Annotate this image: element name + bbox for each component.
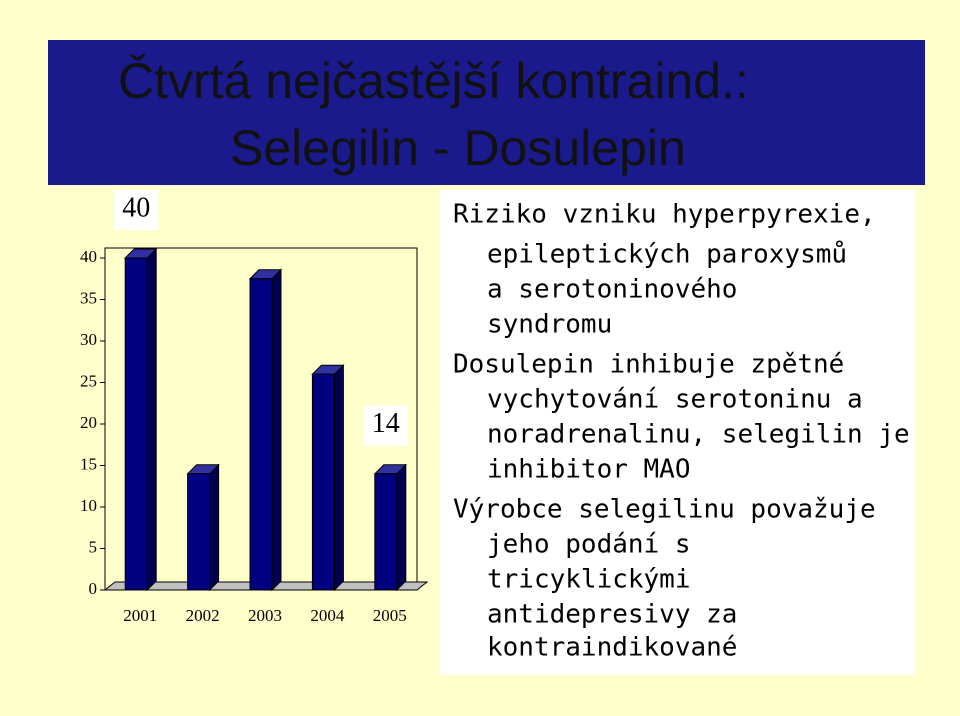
- bar: [311, 363, 345, 592]
- x-tick-label: 2002: [186, 606, 220, 625]
- note-line: tricyklickými: [487, 565, 691, 595]
- x-tick-label: 2005: [373, 606, 407, 625]
- bar-face: [396, 463, 407, 592]
- note-line: a serotoninového: [487, 275, 737, 305]
- x-tick-label: 2003: [248, 606, 282, 625]
- bar: [248, 268, 283, 592]
- note-line: Dosulepin inhibuje zpětné: [453, 350, 844, 380]
- bar-face: [209, 463, 220, 592]
- y-tick-label: 20: [80, 413, 97, 432]
- y-tick-label: 0: [89, 579, 98, 598]
- y-tick-label: 30: [80, 330, 97, 349]
- x-tick-label: 2001: [123, 606, 157, 625]
- bar-face: [333, 363, 344, 592]
- slide-title: Čtvrtá nejčastější kontraind.:: [118, 53, 749, 109]
- y-tick-label: 15: [80, 454, 97, 473]
- note-line: kontraindikované: [487, 633, 737, 663]
- note-line: inhibitor MAO: [487, 455, 691, 485]
- slide-title: Selegilin - Dosulepin: [230, 120, 686, 176]
- bar-face: [124, 257, 148, 591]
- note-line: Výrobce selegilinu považuje: [453, 495, 876, 525]
- note-line: noradrenalinu, selegilin je: [487, 420, 910, 450]
- note-line: syndromu: [487, 310, 612, 340]
- value-label-box: [114, 190, 159, 230]
- value-label-box: [363, 405, 408, 446]
- note-line: antidepresivy za: [487, 600, 737, 630]
- note-line: jeho podání s: [487, 530, 691, 560]
- bar: [123, 247, 158, 592]
- bar-face: [146, 247, 157, 592]
- bar: [186, 463, 220, 592]
- y-tick-label: 10: [80, 496, 97, 515]
- note-line: Riziko vzniku hyperpyrexie,: [453, 200, 876, 230]
- value-label: 40: [122, 192, 150, 223]
- y-tick-label: 35: [80, 288, 97, 307]
- note-line: vychytování serotoninu a: [487, 385, 863, 415]
- value-label: 14: [372, 408, 400, 439]
- bar-face: [271, 268, 282, 592]
- y-tick-label: 25: [80, 371, 97, 390]
- bar-face: [249, 278, 273, 591]
- y-tick-label: 5: [89, 537, 98, 556]
- text-box: [440, 190, 915, 675]
- bar: [373, 463, 408, 592]
- x-tick-label: 2004: [310, 606, 345, 625]
- bar-face: [311, 373, 335, 591]
- bar-face: [187, 473, 211, 591]
- note-line: epileptických paroxysmů: [487, 240, 847, 270]
- bar-face: [374, 473, 398, 591]
- y-tick-label: 40: [80, 247, 97, 266]
- title-banner: [48, 40, 925, 185]
